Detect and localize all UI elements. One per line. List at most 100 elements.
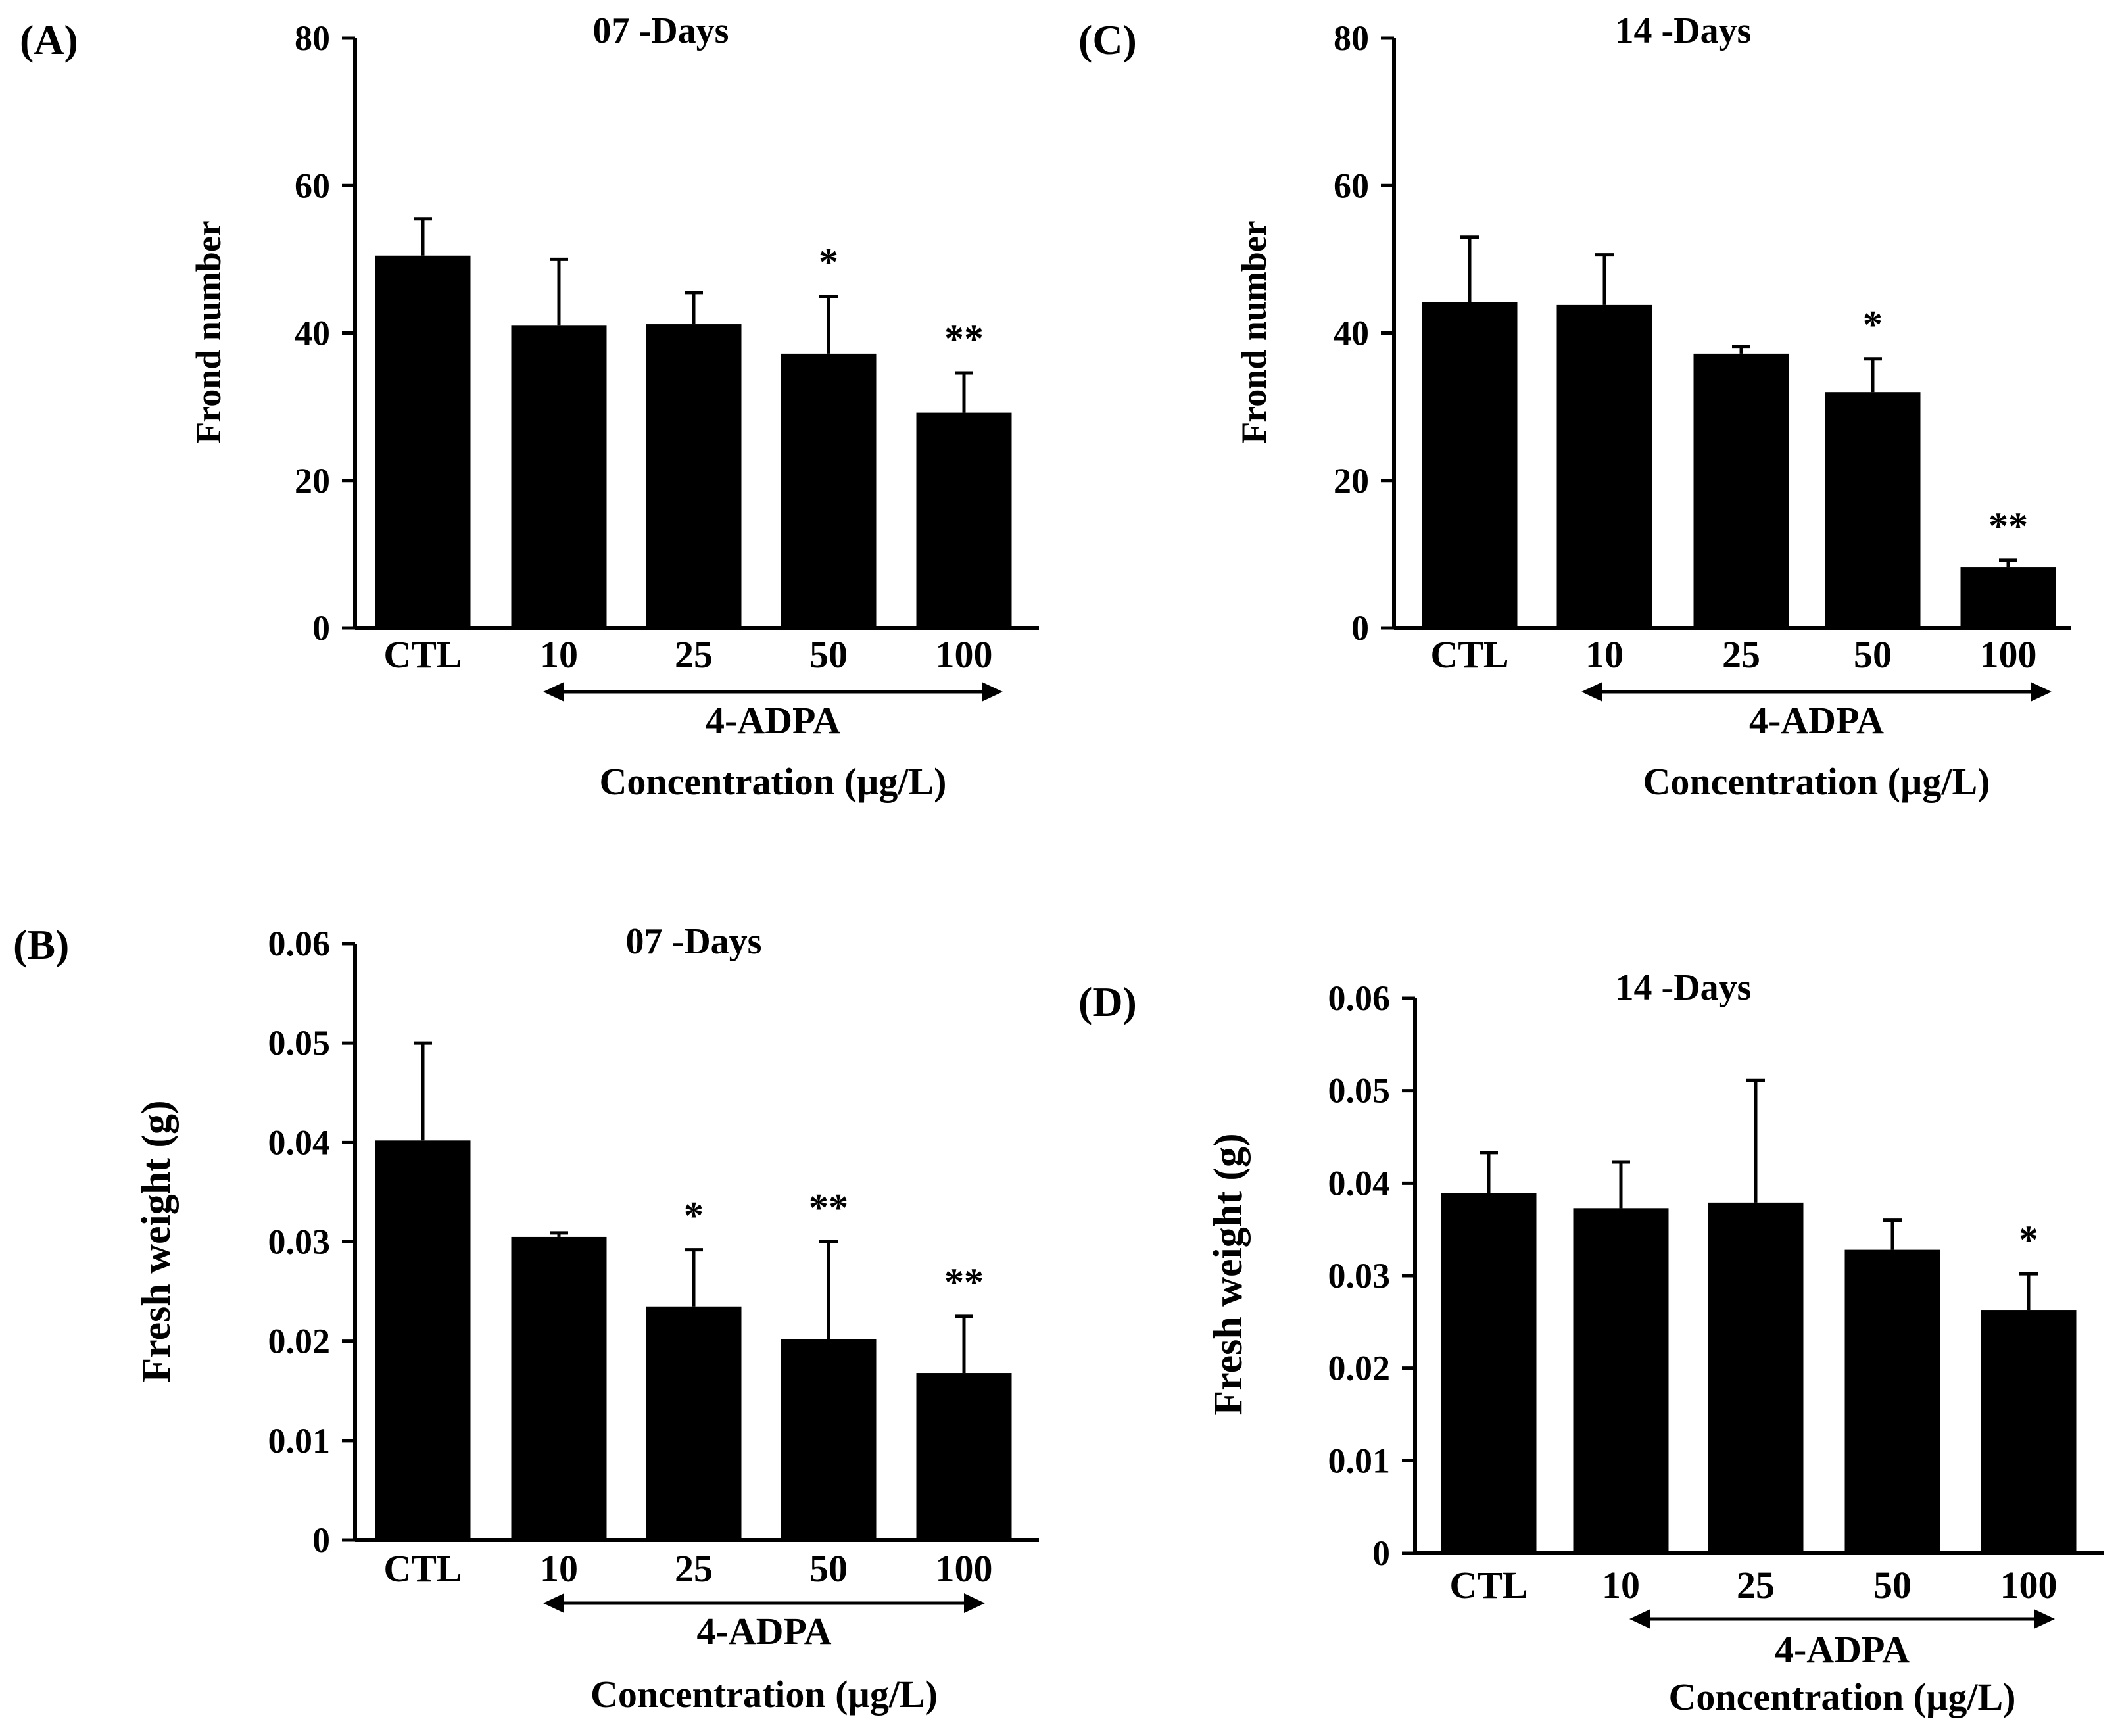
y-tick-label: 60 [295,166,330,205]
bar [511,326,607,628]
x-tick-label: 25 [675,1547,713,1590]
y-tick-label: 0.02 [1328,1349,1391,1388]
group-label: 4-ADPA [706,699,840,742]
arrow-left-head [543,1593,564,1613]
y-tick-label: 0 [1351,608,1369,648]
group-label: 4-ADPA [696,1610,831,1652]
y-axis-title: Frond number [189,220,228,444]
chart-panel-3: (C) 14 -Days 0 20 40 60 80 Frond number CTL 10 25 *… [1078,11,2071,803]
bar [1693,353,1789,628]
chart-title: 07 -Days [626,921,762,962]
y-axis-title: Fresh weight (g) [1206,1133,1251,1415]
arrow-left-head [543,682,564,702]
x-tick-label: 10 [1602,1564,1640,1606]
arrow-left-head [1629,1609,1650,1629]
x-axis-title: Concentration (µg/L) [590,1673,938,1716]
bar [646,1306,742,1540]
y-axis-title: Frond number [1234,220,1274,444]
significance-marker: * [684,1194,704,1238]
y-tick-label: 0.01 [1328,1441,1391,1480]
x-tick-label: 100 [936,633,993,676]
bar [1556,304,1652,628]
bar [1981,1310,2077,1553]
y-tick-label: 0.04 [1328,1163,1391,1203]
x-tick-label: 10 [540,633,578,676]
bar [1441,1193,1537,1553]
y-tick-label: 40 [295,314,330,353]
x-tick-label: 25 [675,633,713,676]
x-tick-label: 10 [540,1547,578,1590]
bar [781,1339,877,1540]
arrow-right-head [964,1593,985,1613]
y-tick-label: 20 [295,461,330,500]
arrow-right-head [982,682,1003,702]
x-tick-label: CTL [1430,633,1508,676]
y-tick-label: 0.01 [268,1421,331,1460]
group-label: 4-ADPA [1775,1628,1910,1671]
y-tick-label: 0.05 [1328,1071,1391,1111]
bar [511,1236,607,1540]
group-label: 4-ADPA [1749,699,1884,742]
significance-marker: ** [1988,504,2028,548]
x-tick-label: CTL [383,633,462,676]
x-tick-label: CTL [383,1547,462,1590]
y-tick-label: 0 [1372,1533,1390,1573]
bar [1708,1202,1804,1553]
bar [375,1140,471,1540]
x-tick-label: 50 [1873,1564,1912,1606]
x-axis-title: Concentration (µg/L) [600,760,947,803]
x-tick-label: CTL [1449,1564,1528,1606]
bar [1960,567,2056,628]
bar [1844,1249,1940,1553]
bar [1422,302,1518,628]
chart-title: 07 -Days [593,11,729,51]
bar [1573,1208,1669,1553]
arrow-right-head [2031,682,2052,702]
bar [375,255,471,628]
panel-label: (A) [20,16,78,63]
panel-label: (C) [1078,16,1137,63]
y-tick-label: 0.06 [1328,978,1391,1018]
significance-marker: ** [944,317,984,360]
y-tick-label: 60 [1334,166,1369,205]
arrow-left-head [1581,682,1602,702]
x-tick-label: 25 [1722,633,1760,676]
chart-panel-2: (B) 07 -Days 0 0.01 0.02 0.03 0.04 0.05 0.06 Fres… [13,921,1039,1716]
significance-marker: * [819,240,838,283]
x-axis-title: Concentration (µg/L) [1643,760,1990,803]
x-tick-label: 100 [2000,1564,2058,1606]
y-tick-label: 0.04 [268,1122,331,1162]
x-axis-title: Concentration (µg/L) [1669,1676,2016,1718]
significance-marker: * [1863,303,1883,347]
y-tick-label: 0.03 [1328,1256,1391,1295]
chart-panel-4: (D) 14 -Days 0 0.01 0.02 0.03 0.04 0.05 0.06 Fres… [1078,967,2104,1718]
arrow-right-head [2034,1609,2055,1629]
y-tick-label: 20 [1334,461,1369,500]
y-tick-label: 0.02 [268,1322,331,1361]
x-tick-label: 50 [809,633,848,676]
x-tick-label: 10 [1585,633,1624,676]
significance-marker: ** [944,1261,984,1304]
bar [781,353,877,628]
y-axis-title: Fresh weight (g) [134,1100,179,1382]
x-tick-label: 100 [1980,633,2037,676]
y-tick-label: 40 [1334,314,1369,353]
bar [646,324,742,628]
significance-marker: * [2019,1218,2038,1261]
y-tick-label: 0 [312,1520,330,1560]
bar [916,1373,1012,1540]
y-tick-label: 0 [312,608,330,648]
significance-marker: ** [809,1186,848,1230]
y-tick-label: 0.03 [268,1222,331,1262]
chart-panel-1: (A) 07 -Days 0 20 40 60 80 Frond number CTL 10 25 *… [20,11,1039,803]
chart-title: 14 -Days [1616,11,1752,51]
x-tick-label: 100 [936,1547,993,1590]
y-tick-label: 0.05 [268,1023,331,1063]
panel-label: (B) [13,921,69,968]
y-tick-label: 80 [295,18,330,58]
y-tick-label: 80 [1334,18,1369,58]
bar [916,412,1012,628]
chart-title: 14 -Days [1616,967,1752,1008]
panel-label: (D) [1078,978,1137,1025]
